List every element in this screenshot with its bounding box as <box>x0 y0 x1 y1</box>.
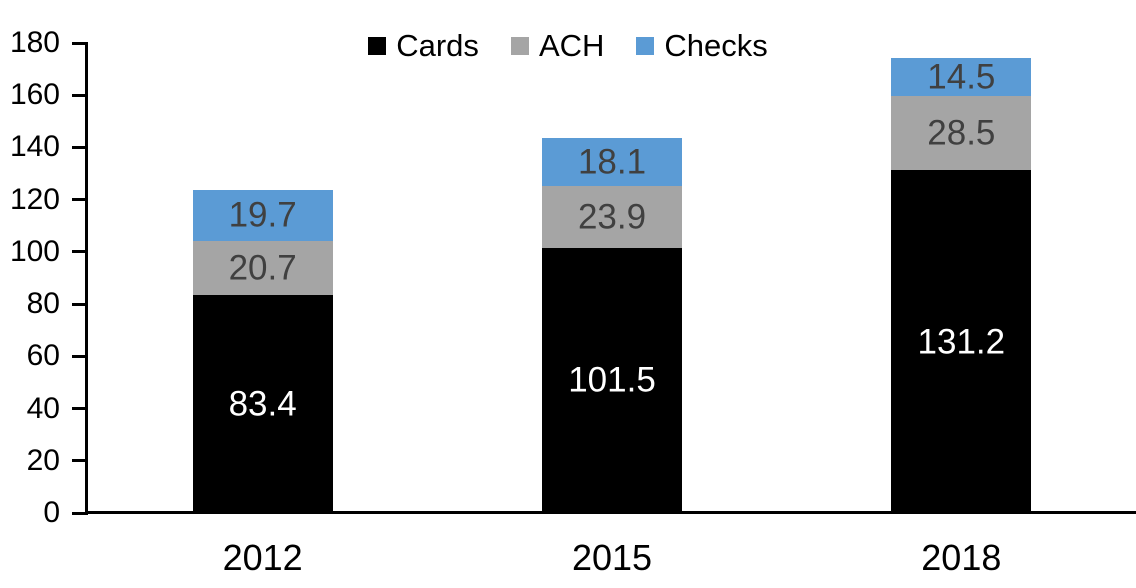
bar-segment-checks-2012 <box>192 189 333 242</box>
data-label-cards-2018: 131.2 <box>917 322 1006 362</box>
y-axis-line <box>85 43 88 514</box>
bar-segment-checks-2015 <box>542 138 682 186</box>
legend-label-cards: Cards <box>396 28 479 63</box>
y-tick-mark <box>72 41 88 45</box>
legend-swatch-cards-icon <box>368 36 387 55</box>
data-label-checks-2018: 14.5 <box>927 57 996 97</box>
data-label-cards-2015: 101.5 <box>568 360 656 400</box>
y-tick-label: 120 <box>9 182 60 216</box>
data-label-ach-2018: 28.5 <box>927 113 996 153</box>
bar-segment-cards-2018 <box>891 170 1032 513</box>
y-tick-label: 140 <box>9 130 60 164</box>
y-tick-mark <box>72 93 88 97</box>
bar-segment-ach-2015 <box>542 185 682 248</box>
y-tick-mark <box>72 250 88 254</box>
y-tick-mark <box>72 511 88 515</box>
legend-label-checks: Checks <box>664 28 768 63</box>
bar-segment-ach-2012 <box>192 241 333 296</box>
y-tick-mark <box>72 145 88 149</box>
y-tick-mark <box>72 354 88 358</box>
y-tick-label: 0 <box>43 496 60 529</box>
x-axis-label-2018: 2018 <box>921 537 1002 578</box>
bar-segment-checks-2018 <box>891 58 1032 96</box>
y-tick-mark <box>72 459 88 463</box>
chart-legend: Cards ACH Checks <box>0 30 1136 61</box>
x-axis-label-2015: 2015 <box>571 537 653 578</box>
x-axis-label-2012: 2012 <box>222 537 303 578</box>
legend-label-ach: ACH <box>538 28 605 63</box>
bar-segment-cards-2015 <box>542 247 682 513</box>
data-label-checks-2012: 19.7 <box>228 195 297 235</box>
bar-segment-ach-2018 <box>891 96 1032 171</box>
legend-item-ach: ACH <box>510 28 605 63</box>
data-label-ach-2015: 23.9 <box>577 197 647 237</box>
x-axis-line <box>85 511 1136 514</box>
data-label-checks-2015: 18.1 <box>577 142 647 182</box>
legend-item-checks: Checks <box>636 28 768 63</box>
bar-segment-cards-2012 <box>192 295 333 513</box>
y-tick-mark <box>72 198 88 202</box>
y-tick-mark <box>72 407 88 411</box>
legend-item-cards: Cards <box>368 30 479 61</box>
data-label-ach-2012: 20.7 <box>228 248 297 288</box>
y-tick-label: 40 <box>26 391 60 425</box>
legend-swatch-checks-icon <box>636 36 655 55</box>
data-label-cards-2012: 83.4 <box>228 384 297 424</box>
y-tick-label: 100 <box>9 234 60 268</box>
y-tick-label: 160 <box>9 78 60 112</box>
y-tick-label: 20 <box>26 443 60 477</box>
y-tick-label: 60 <box>26 339 60 373</box>
y-tick-label: 180 <box>9 26 60 59</box>
y-tick-label: 80 <box>26 287 60 321</box>
legend-swatch-ach-icon <box>510 36 529 55</box>
y-tick-mark <box>72 302 88 306</box>
